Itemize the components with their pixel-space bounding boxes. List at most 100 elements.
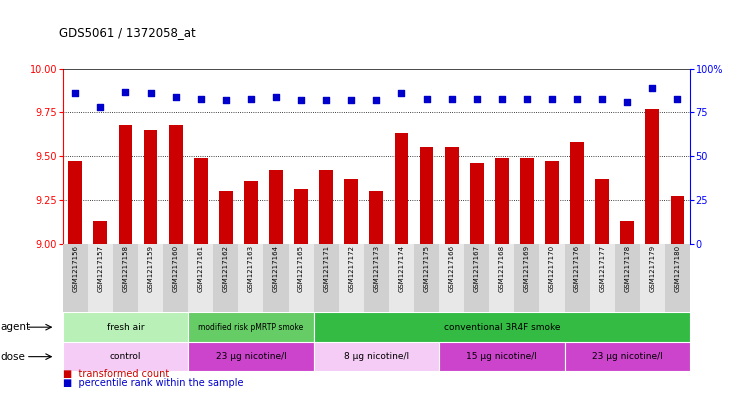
Bar (565, 342, 690, 371)
Point (270, 94, 282, 100)
Bar (314, 342, 439, 371)
Point (320, 97, 332, 103)
Bar (489, 244, 514, 312)
Bar (294, 189, 308, 244)
Point (571, 95, 583, 102)
Bar (345, 179, 358, 244)
Point (596, 95, 608, 102)
Bar (539, 244, 565, 312)
Text: GSM1217163: GSM1217163 (248, 245, 254, 292)
Bar (370, 191, 383, 244)
Bar (188, 312, 314, 342)
Bar (671, 196, 684, 244)
Text: 23 µg nicotine/l: 23 µg nicotine/l (592, 352, 663, 361)
Bar (514, 244, 539, 312)
Text: GSM1217160: GSM1217160 (173, 245, 179, 292)
Point (69, 90, 81, 96)
Text: 23 µg nicotine/l: 23 µg nicotine/l (215, 352, 286, 361)
Point (170, 94, 182, 100)
Bar (113, 244, 138, 312)
Text: GSM1217168: GSM1217168 (499, 245, 505, 292)
Bar (238, 244, 263, 312)
Bar (289, 244, 314, 312)
Text: 15 µg nicotine/l: 15 µg nicotine/l (466, 352, 537, 361)
Text: conventional 3R4F smoke: conventional 3R4F smoke (444, 323, 560, 332)
Point (195, 95, 207, 102)
Text: fresh air: fresh air (107, 323, 144, 332)
Point (672, 95, 683, 102)
Text: GSM1217162: GSM1217162 (223, 245, 229, 292)
Point (220, 97, 232, 103)
Bar (339, 244, 364, 312)
Bar (63, 244, 88, 312)
Point (295, 97, 307, 103)
Point (546, 95, 558, 102)
Bar (188, 342, 314, 371)
Text: GSM1217176: GSM1217176 (574, 245, 580, 292)
Bar (596, 179, 609, 244)
Text: GSM1217156: GSM1217156 (72, 245, 78, 292)
Bar (320, 170, 333, 244)
Bar (439, 342, 565, 371)
Bar (389, 244, 414, 312)
Text: GSM1217159: GSM1217159 (148, 245, 154, 292)
Bar (263, 244, 289, 312)
Bar (545, 162, 559, 244)
Bar (194, 158, 207, 244)
Bar (420, 147, 433, 244)
Text: dose: dose (0, 352, 25, 362)
Bar (615, 244, 640, 312)
Bar (570, 142, 584, 244)
Bar (565, 244, 590, 312)
Text: GSM1217172: GSM1217172 (348, 245, 354, 292)
Text: ■  percentile rank within the sample: ■ percentile rank within the sample (63, 378, 244, 388)
Bar (269, 170, 283, 244)
Bar (590, 244, 615, 312)
Point (370, 97, 382, 103)
Text: GSM1217167: GSM1217167 (474, 245, 480, 292)
Point (621, 99, 633, 105)
Text: agent: agent (0, 322, 30, 332)
Text: GSM1217175: GSM1217175 (424, 245, 430, 292)
Point (646, 85, 658, 91)
Bar (188, 244, 213, 312)
Bar (445, 147, 458, 244)
Text: GSM1217157: GSM1217157 (97, 245, 103, 292)
Bar (63, 342, 188, 371)
Point (145, 90, 156, 96)
Bar (213, 244, 238, 312)
Bar (144, 130, 157, 244)
Bar (219, 191, 232, 244)
Bar (69, 162, 82, 244)
Text: GSM1217179: GSM1217179 (649, 245, 655, 292)
Bar (244, 181, 258, 244)
Point (396, 90, 407, 96)
Text: GSM1217166: GSM1217166 (449, 245, 455, 292)
Bar (395, 134, 408, 244)
Bar (169, 125, 182, 244)
Bar (414, 244, 439, 312)
Point (521, 95, 533, 102)
Point (94, 104, 106, 110)
Bar (646, 109, 659, 244)
Point (120, 88, 131, 95)
Text: 8 µg nicotine/l: 8 µg nicotine/l (344, 352, 409, 361)
Text: GSM1217165: GSM1217165 (298, 245, 304, 292)
Text: control: control (110, 352, 141, 361)
Point (446, 95, 458, 102)
Text: GSM1217173: GSM1217173 (373, 245, 379, 292)
Text: modified risk pMRTP smoke: modified risk pMRTP smoke (199, 323, 303, 332)
Bar (163, 244, 188, 312)
Bar (520, 158, 534, 244)
Text: GSM1217178: GSM1217178 (624, 245, 630, 292)
Bar (495, 158, 508, 244)
Point (345, 97, 357, 103)
Text: GSM1217177: GSM1217177 (599, 245, 605, 292)
Text: GSM1217171: GSM1217171 (323, 245, 329, 292)
Text: GSM1217164: GSM1217164 (273, 245, 279, 292)
Bar (464, 244, 489, 312)
Bar (119, 125, 132, 244)
Bar (94, 221, 107, 244)
Point (421, 95, 432, 102)
Text: GSM1217169: GSM1217169 (524, 245, 530, 292)
